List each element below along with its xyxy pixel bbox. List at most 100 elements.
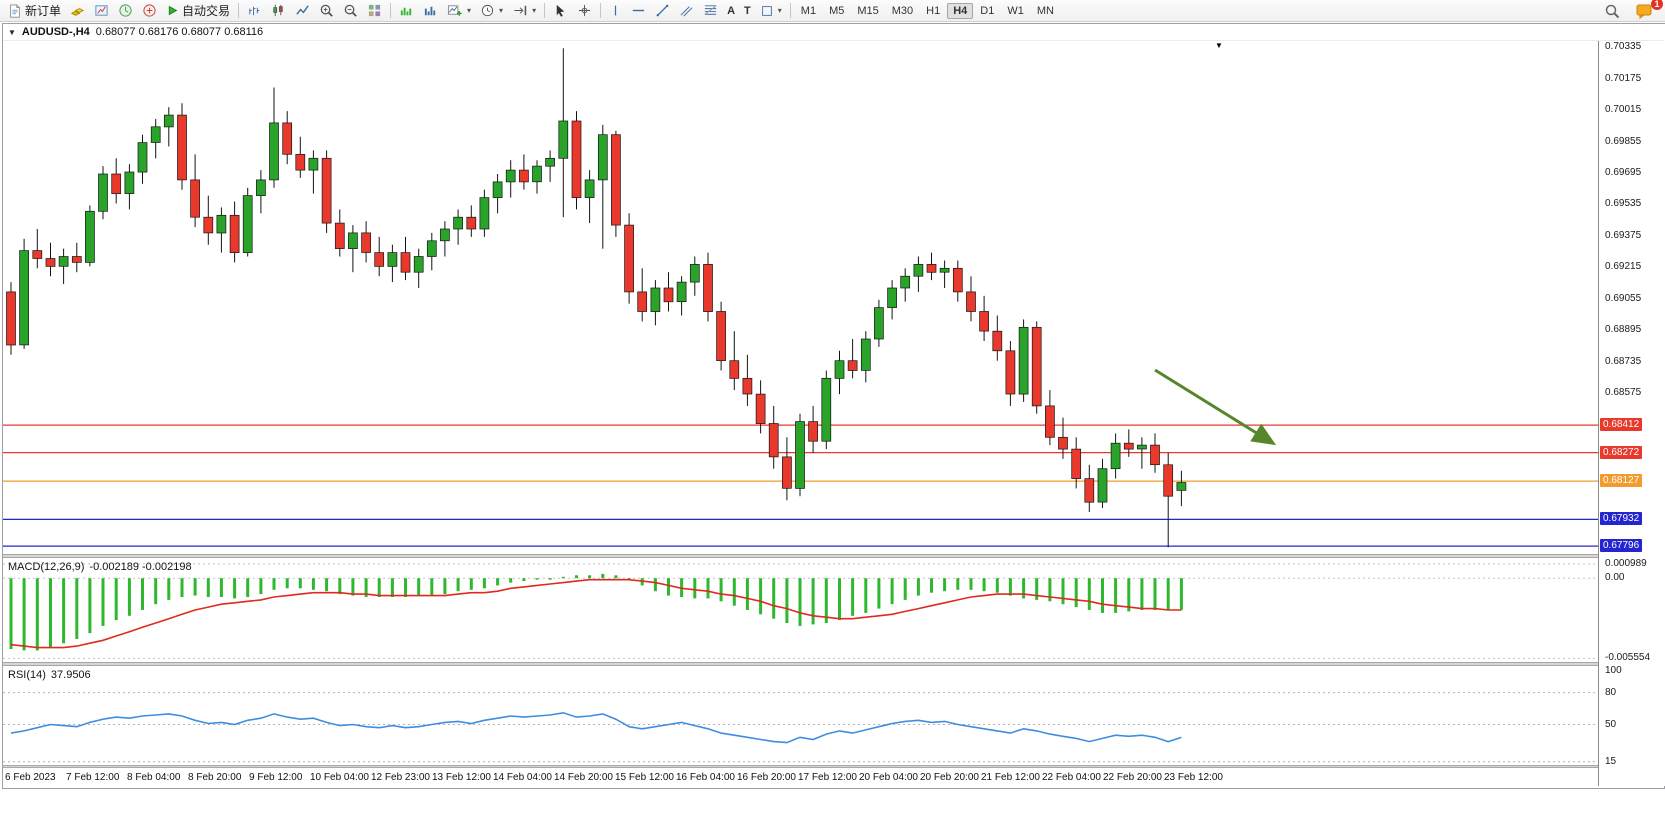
auto-trading-button[interactable]: 自动交易 — [162, 0, 234, 21]
price-line-label: 0.68272 — [1600, 446, 1643, 459]
time-label: 9 Feb 12:00 — [249, 772, 303, 783]
macd-label: MACD(12,26,9) -0.002189 -0.002198 — [8, 561, 192, 573]
panel-splitter[interactable] — [3, 765, 1664, 768]
panel-splitter[interactable] — [3, 662, 1664, 666]
new-order-button[interactable]: 新订单 — [4, 0, 65, 21]
time-label: 16 Feb 20:00 — [737, 772, 796, 783]
play-icon — [166, 4, 179, 17]
timeframe-button-h1[interactable]: H1 — [920, 3, 946, 19]
news-icon[interactable] — [138, 1, 161, 20]
timeframe-button-m15[interactable]: M15 — [851, 3, 884, 19]
toolbar-separator — [789, 3, 791, 18]
main-toolbar: 新订单 自动交易 ▾ ▾ ▾ A T ▾ M1 M5 M15 M30 H1 H4 D1 W1 M… — [0, 0, 1665, 22]
time-label: 14 Feb 20:00 — [554, 772, 613, 783]
text-tool-icon[interactable]: A — [727, 4, 736, 17]
time-period-button[interactable]: ▾ — [476, 1, 507, 20]
timeframe-group: M1 M5 M15 M30 H1 H4 D1 W1 MN — [795, 2, 1060, 19]
vertical-line-tool-icon[interactable] — [605, 1, 626, 20]
macd-values: -0.002189 -0.002198 — [89, 561, 192, 573]
price-tick: 0.69055 — [1605, 293, 1642, 304]
label-tool-icon[interactable]: T — [744, 4, 751, 17]
panel-splitter[interactable] — [3, 554, 1664, 558]
chevron-down-icon: ▾ — [777, 6, 782, 15]
timeframe-button-m1[interactable]: M1 — [795, 3, 822, 19]
ohlc-values: 0.68077 0.68176 0.68077 0.68116 — [95, 26, 264, 38]
macd-panel[interactable] — [3, 558, 1598, 662]
macd-tick: 0.00 — [1605, 572, 1625, 583]
time-label: 12 Feb 23:00 — [371, 772, 430, 783]
collapse-icon[interactable]: ▼ — [8, 27, 16, 37]
channel-tool-icon[interactable] — [675, 1, 698, 20]
horizontal-line-tool-icon[interactable] — [627, 1, 650, 20]
gold-bars-icon[interactable] — [66, 1, 89, 20]
time-label: 14 Feb 04:00 — [493, 772, 552, 783]
price-tick: 0.69535 — [1605, 198, 1642, 209]
timeframe-button-h4[interactable]: H4 — [947, 2, 974, 19]
time-label: 21 Feb 12:00 — [981, 772, 1040, 783]
rsi-label: RSI(14) 37.9506 — [8, 669, 91, 681]
chat-icon — [1636, 4, 1652, 19]
search-icon[interactable] — [1600, 1, 1624, 21]
notification-badge: 1 — [1651, 0, 1663, 10]
timeframe-button-d1[interactable]: D1 — [974, 3, 1000, 19]
time-label: 8 Feb 04:00 — [127, 772, 181, 783]
bar-chart-icon[interactable] — [243, 1, 266, 20]
history-icon[interactable] — [114, 1, 137, 20]
timeframe-button-mn[interactable]: MN — [1031, 3, 1060, 19]
toolbar-separator — [544, 3, 546, 18]
fibonacci-tool-icon[interactable] — [699, 1, 722, 20]
timeframe-button-m30[interactable]: M30 — [886, 3, 919, 19]
time-axis[interactable]: 6 Feb 2023 7 Feb 12:00 8 Feb 04:00 8 Feb 20… — [3, 768, 1598, 786]
rsi-title: RSI(14) — [8, 669, 46, 681]
cursor-icon[interactable] — [549, 1, 572, 20]
time-label: 17 Feb 12:00 — [798, 772, 857, 783]
rsi-value: 37.9506 — [50, 669, 91, 681]
chart-window: ▼ AUDUSD-,H4 0.68077 0.68176 0.68077 0.6… — [2, 23, 1665, 789]
crosshair-icon[interactable] — [573, 1, 596, 20]
time-label: 20 Feb 20:00 — [920, 772, 979, 783]
market-watch-icon[interactable] — [90, 1, 113, 20]
price-tick: 0.68735 — [1605, 356, 1642, 367]
indicator-histogram-icon[interactable] — [395, 1, 418, 20]
trendline-tool-icon[interactable] — [651, 1, 674, 20]
toolbar-right-group: 1 — [1600, 0, 1663, 21]
time-label: 23 Feb 12:00 — [1164, 772, 1223, 783]
rsi-tick: 100 — [1605, 665, 1622, 676]
tile-windows-icon[interactable] — [363, 1, 386, 20]
new-order-label: 新订单 — [25, 4, 62, 18]
time-label: 20 Feb 04:00 — [859, 772, 918, 783]
indicator-window-icon[interactable] — [419, 1, 442, 20]
notifications-button[interactable]: 1 — [1632, 0, 1663, 21]
price-chart[interactable] — [3, 40, 1598, 554]
chart-titlebar[interactable]: ▼ AUDUSD-,H4 0.68077 0.68176 0.68077 0.6… — [3, 24, 1664, 41]
toolbar-separator — [238, 3, 240, 18]
time-label: 6 Feb 2023 — [5, 772, 56, 783]
time-label: 8 Feb 20:00 — [188, 772, 242, 783]
toolbar-separator — [390, 3, 392, 18]
candlestick-chart-icon[interactable] — [267, 1, 290, 20]
shapes-tool-button[interactable]: ▾ — [756, 2, 786, 20]
price-tick: 0.70175 — [1605, 73, 1642, 84]
auto-trading-label: 自动交易 — [182, 4, 231, 18]
rsi-tick: 80 — [1605, 687, 1617, 698]
rsi-tick: 50 — [1605, 719, 1617, 730]
timeframe-button-m5[interactable]: M5 — [823, 3, 850, 19]
price-tick: 0.70015 — [1605, 104, 1642, 115]
time-label: 10 Feb 04:00 — [310, 772, 369, 783]
add-indicator-button[interactable]: ▾ — [443, 1, 475, 20]
time-label: 22 Feb 20:00 — [1103, 772, 1162, 783]
price-axis[interactable]: 0.70335 0.70175 0.70015 0.69855 0.69695 0.695… — [1598, 24, 1665, 786]
time-label: 13 Feb 12:00 — [432, 772, 491, 783]
chevron-down-icon: ▾ — [532, 6, 537, 15]
rsi-panel[interactable] — [3, 666, 1598, 765]
zoom-in-icon[interactable] — [315, 1, 338, 20]
timeframe-button-w1[interactable]: W1 — [1001, 3, 1030, 19]
chart-shift-button[interactable]: ▾ — [508, 1, 540, 20]
zoom-out-icon[interactable] — [339, 1, 362, 20]
price-tick: 0.69215 — [1605, 261, 1642, 272]
price-line-label: 0.67796 — [1600, 539, 1643, 552]
price-tick: 0.68575 — [1605, 387, 1642, 398]
price-tick: 0.69855 — [1605, 136, 1642, 147]
scroll-end-marker-icon[interactable]: ▼ — [1215, 41, 1223, 50]
line-chart-icon[interactable] — [291, 1, 314, 20]
